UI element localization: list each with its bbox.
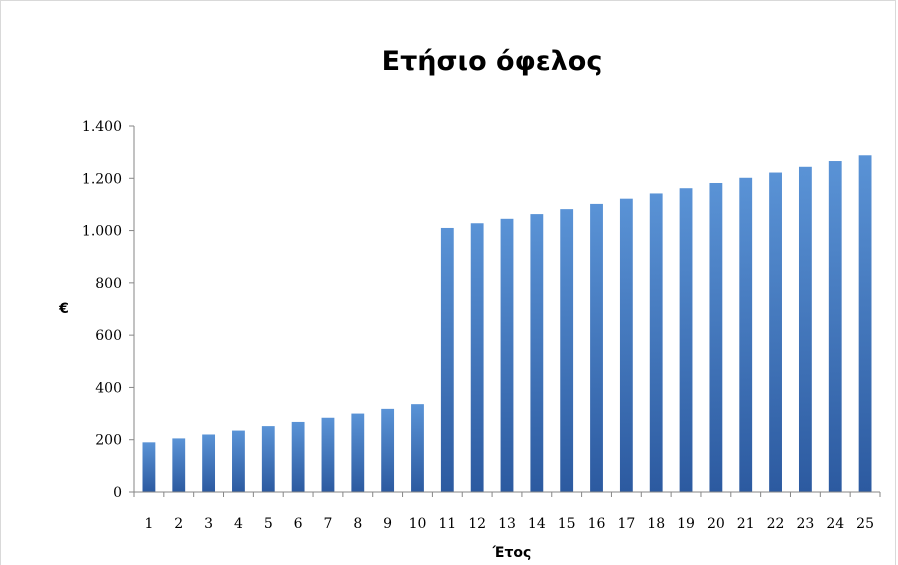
bar xyxy=(590,203,603,493)
bar xyxy=(202,434,216,492)
y-tick-label: 1.400 xyxy=(82,119,122,135)
x-tick-label: 7 xyxy=(323,516,332,532)
bar xyxy=(709,182,723,492)
chart-title: Ετήσιο όφελος xyxy=(382,46,603,77)
y-axis-label: € xyxy=(58,301,69,317)
x-tick-label: 5 xyxy=(264,516,273,532)
bar xyxy=(232,430,245,492)
bar xyxy=(500,218,514,493)
bar xyxy=(440,227,454,492)
bars xyxy=(142,155,872,493)
bar xyxy=(351,413,365,492)
x-tick-label: 19 xyxy=(677,516,695,532)
x-tick-label: 21 xyxy=(737,516,755,532)
bar xyxy=(142,442,156,492)
y-tick-label: 0 xyxy=(113,485,122,501)
bar xyxy=(769,172,782,492)
x-axis: 1 2 3 4 5 6 7 8 9 10 11 12 13 14 15 16 17 18 19 20 21 22 23 24 2… xyxy=(133,492,881,532)
bar xyxy=(679,188,693,492)
x-tick-label: 3 xyxy=(204,516,213,532)
bar xyxy=(619,198,633,493)
bar xyxy=(291,421,305,492)
x-tick-label: 22 xyxy=(767,516,785,532)
bar xyxy=(739,177,753,492)
bar xyxy=(649,193,663,492)
x-axis-label: Έτος xyxy=(492,545,532,561)
x-tick-label: 23 xyxy=(796,516,814,532)
bar xyxy=(858,155,872,492)
x-tick-label: 8 xyxy=(353,516,362,532)
x-tick-label: 13 xyxy=(498,516,516,532)
bar xyxy=(261,426,275,492)
y-tick-label: 600 xyxy=(95,328,122,344)
bar xyxy=(798,166,812,493)
x-tick-label: 1 xyxy=(144,516,153,532)
x-tick-label: 18 xyxy=(647,516,665,532)
x-tick-label: 10 xyxy=(409,516,427,532)
x-tick-label: 15 xyxy=(558,516,576,532)
bar xyxy=(828,161,842,492)
y-tick-label: 200 xyxy=(95,433,122,449)
bar xyxy=(530,214,544,492)
x-tick-label: 20 xyxy=(707,516,725,532)
x-tick-label: 12 xyxy=(468,516,486,532)
y-tick-label: 800 xyxy=(95,276,122,292)
x-tick-label: 11 xyxy=(438,516,456,532)
x-tick-label: 2 xyxy=(174,516,183,532)
x-tick-label: 24 xyxy=(826,516,844,532)
y-tick-label: 1.200 xyxy=(82,171,122,187)
bar xyxy=(560,209,574,493)
x-tick-label: 14 xyxy=(528,516,546,532)
y-tick-label: 1.000 xyxy=(82,224,122,240)
bar xyxy=(381,408,395,492)
bar xyxy=(470,223,484,492)
bar xyxy=(411,404,424,492)
x-tick-label: 4 xyxy=(234,516,243,532)
y-tick-label: 400 xyxy=(95,380,122,396)
x-tick-label: 17 xyxy=(617,516,635,532)
x-tick-label: 6 xyxy=(294,516,303,532)
x-tick-label: 9 xyxy=(383,516,392,532)
bar xyxy=(172,438,186,492)
bar xyxy=(321,417,335,492)
y-axis: 0 200 400 600 800 1.000 1.200 1.400 xyxy=(82,119,134,501)
x-tick-label: 25 xyxy=(856,516,874,532)
x-tick-label: 16 xyxy=(588,516,606,532)
